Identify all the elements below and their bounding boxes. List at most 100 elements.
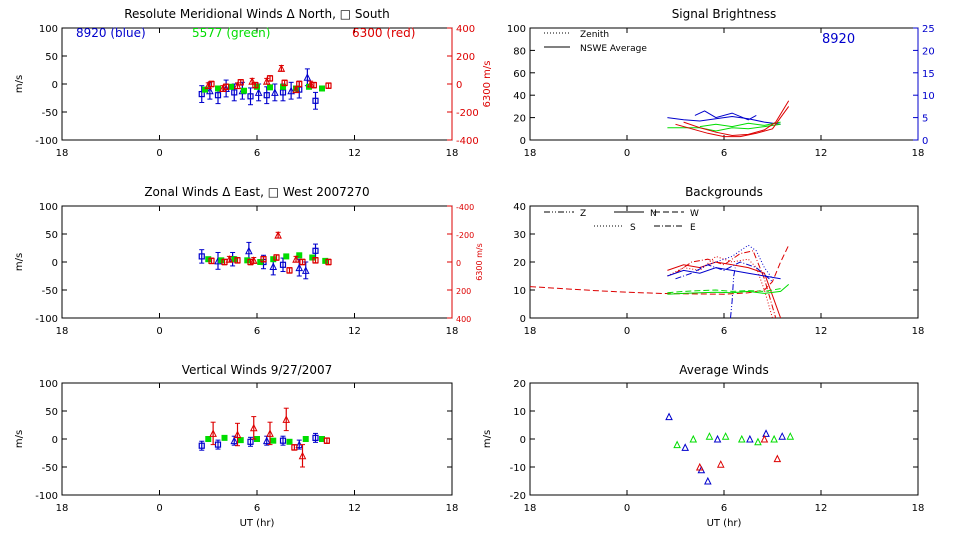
chart-title: Average Winds bbox=[679, 363, 769, 377]
data-point-triangle bbox=[762, 429, 770, 437]
data-point-filled bbox=[319, 85, 325, 92]
y-axis-label: m/s bbox=[14, 75, 25, 93]
x-axis-label: UT (hr) bbox=[240, 518, 275, 529]
data-point-filled bbox=[322, 257, 329, 264]
x-tick-label: 18 bbox=[524, 326, 537, 337]
data-point-triangle bbox=[271, 88, 279, 96]
legend-label: E bbox=[690, 223, 696, 233]
right-axis-label: 6300 m/s bbox=[482, 61, 493, 108]
data-point-triangle bbox=[248, 77, 256, 85]
x-tick-label: 0 bbox=[624, 326, 630, 337]
y-tick-label: 20 bbox=[513, 379, 526, 390]
legend-label: Z bbox=[580, 209, 586, 219]
data-layer bbox=[667, 100, 790, 138]
series-line-red bbox=[530, 244, 790, 295]
series-line-red bbox=[667, 255, 773, 318]
right-y-tick-label: 400 bbox=[456, 315, 471, 324]
legend-label: NSWE Average bbox=[580, 44, 647, 54]
data-point-triangle bbox=[233, 430, 242, 439]
data-point-triangle bbox=[770, 434, 778, 443]
x-tick-label: 6 bbox=[254, 503, 260, 514]
data-point-triangle bbox=[773, 454, 782, 463]
y-tick-label: 50 bbox=[45, 407, 58, 418]
data-point-filled bbox=[319, 436, 325, 442]
data-point-square bbox=[299, 258, 306, 266]
data-point-triangle bbox=[282, 415, 291, 423]
plot-frame bbox=[61, 205, 453, 319]
right-y-tick-label: 400 bbox=[456, 24, 475, 35]
data-point-square bbox=[323, 437, 330, 444]
legend-label: S bbox=[630, 223, 636, 233]
data-point-square bbox=[291, 444, 298, 451]
data-point-filled bbox=[280, 83, 286, 90]
data-layer bbox=[530, 244, 790, 318]
data-point-square bbox=[231, 89, 238, 96]
data-point-filled bbox=[221, 434, 228, 441]
data-point-triangle bbox=[786, 432, 795, 440]
x-tick-label: 6 bbox=[721, 148, 727, 159]
annotation-label: 8920 bbox=[822, 32, 855, 47]
data-point-filled bbox=[270, 437, 277, 444]
x-tick-label: 6 bbox=[721, 326, 727, 337]
data-point-triangle bbox=[262, 77, 271, 85]
x-tick-label: 18 bbox=[524, 503, 537, 514]
data-point-square bbox=[198, 253, 205, 260]
y-tick-label: 0 bbox=[52, 435, 58, 446]
data-point-triangle bbox=[746, 434, 754, 443]
data-point-square bbox=[279, 437, 287, 444]
data-point-filled bbox=[215, 85, 221, 92]
series-line-blue bbox=[667, 115, 781, 125]
series-line-blue bbox=[699, 244, 773, 280]
series-line-blue bbox=[667, 267, 781, 280]
data-point-square bbox=[247, 93, 254, 100]
y-tick-label: 20 bbox=[513, 258, 526, 269]
data-point-triangle bbox=[204, 81, 213, 90]
data-point-filled bbox=[231, 256, 238, 263]
data-point-square bbox=[263, 92, 270, 99]
y-tick-label: 50 bbox=[45, 230, 58, 241]
series-line-green bbox=[667, 284, 790, 295]
data-point-square bbox=[247, 438, 254, 445]
x-tick-label: 0 bbox=[156, 503, 162, 514]
right-y-tick-label: 5 bbox=[922, 114, 928, 125]
data-point-square bbox=[281, 79, 288, 86]
series-line-blue bbox=[730, 267, 736, 318]
x-tick-label: 0 bbox=[156, 148, 162, 159]
y-axis-label: m/s bbox=[14, 430, 25, 448]
data-point-square bbox=[198, 442, 205, 449]
data-point-filled bbox=[270, 256, 277, 263]
x-tick-label: 0 bbox=[624, 148, 630, 159]
right-y-tick-label: 200 bbox=[456, 52, 475, 63]
data-point-triangle bbox=[754, 437, 762, 446]
series-line-red bbox=[683, 100, 790, 137]
right-y-tick-label: 25 bbox=[922, 24, 935, 35]
data-point-square bbox=[312, 97, 319, 104]
data-point-square bbox=[310, 82, 317, 89]
data-layer bbox=[198, 64, 332, 110]
y-tick-label: 100 bbox=[507, 24, 526, 35]
legend-label: Zenith bbox=[580, 30, 609, 40]
chart-title: Signal Brightness bbox=[672, 7, 777, 21]
y-tick-label: 0 bbox=[52, 258, 58, 269]
x-tick-label: 12 bbox=[348, 148, 361, 159]
data-point-triangle bbox=[249, 423, 258, 432]
y-tick-label: -10 bbox=[510, 463, 526, 474]
x-tick-label: 12 bbox=[348, 326, 361, 337]
data-point-triangle bbox=[219, 84, 227, 92]
y-tick-label: -100 bbox=[35, 491, 58, 502]
data-point-triangle bbox=[254, 88, 263, 96]
annotation-label: 6300 (red) bbox=[352, 26, 415, 40]
x-tick-label: 18 bbox=[912, 148, 925, 159]
chart-title: Backgrounds bbox=[685, 185, 763, 199]
data-point-triangle bbox=[713, 434, 722, 443]
data-point-filled bbox=[218, 257, 225, 264]
data-point-filled bbox=[286, 438, 293, 445]
data-point-filled bbox=[202, 86, 208, 93]
data-point-triangle bbox=[245, 246, 253, 255]
chart-meridional: Resolute Meridional Winds Δ North, □ Sou… bbox=[14, 7, 493, 159]
y-tick-label: 100 bbox=[39, 24, 58, 35]
data-point-triangle bbox=[737, 434, 746, 443]
data-point-filled bbox=[244, 257, 251, 264]
legend-label: N bbox=[650, 209, 657, 219]
